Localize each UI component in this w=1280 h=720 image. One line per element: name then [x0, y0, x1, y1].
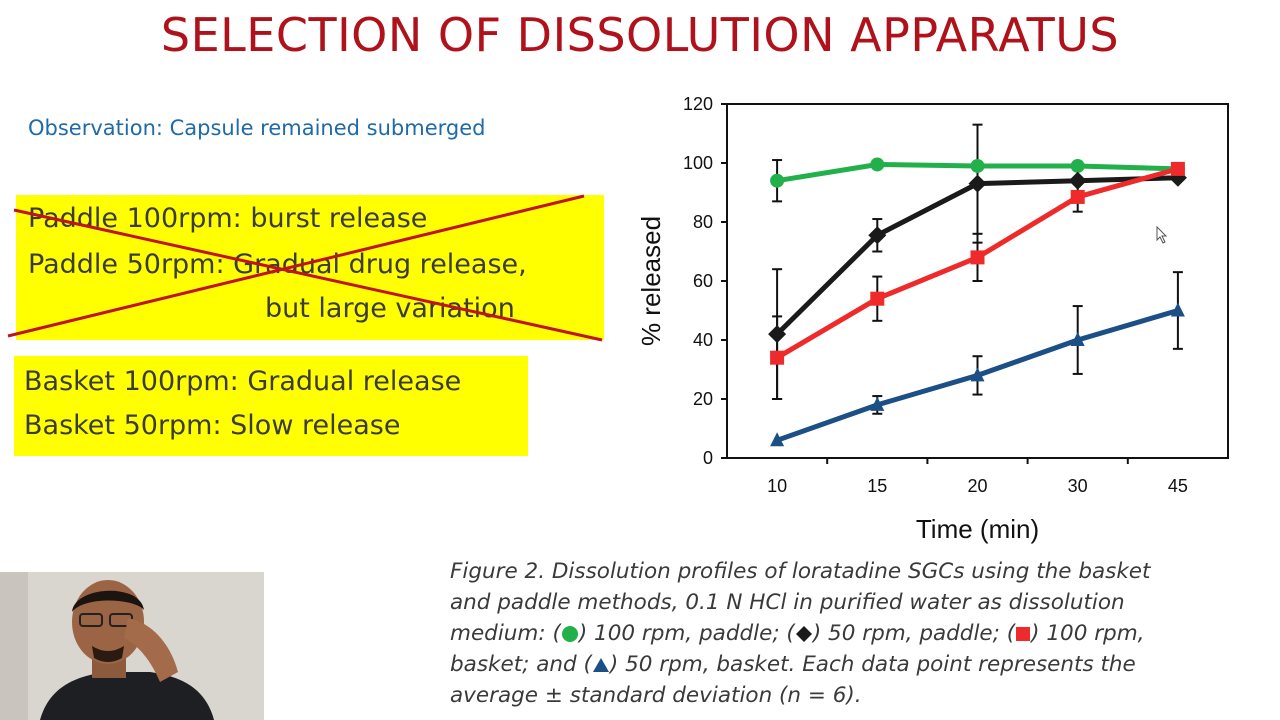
caption-line-2: and paddle methods, 0.1 N HCl in purifie… — [450, 590, 1125, 615]
data-point-square — [1070, 189, 1085, 204]
data-point-triangle — [770, 432, 785, 447]
caption-text: basket; and ( — [450, 652, 592, 677]
basket-100-text: Basket 100rpm: Gradual release — [24, 366, 462, 397]
y-tick-label: 20 — [693, 389, 713, 409]
caption-text: ) 100 rpm, paddle; ( — [578, 621, 795, 646]
basket-results-box: Basket 100rpm: Gradual release Basket 50… — [14, 356, 528, 456]
data-point-triangle — [1070, 332, 1085, 346]
basket-50-text: Basket 50rpm: Slow release — [24, 410, 401, 441]
y-axis-label: % released — [636, 216, 666, 346]
data-point-diamond — [968, 174, 987, 193]
caption-line-5: average ± standard deviation (n = 6). — [450, 683, 862, 708]
x-tick-label: 20 — [967, 476, 987, 496]
caption-line-4: basket; and ( ) 50 rpm, basket. Each data… — [450, 649, 1240, 680]
y-tick-label: 0 — [703, 448, 713, 468]
strike-line-down — [13, 208, 603, 342]
presenter-webcam — [0, 572, 264, 720]
y-tick-label: 40 — [693, 330, 713, 350]
data-point-square — [970, 250, 985, 265]
data-point-square — [770, 350, 785, 365]
data-point-square — [870, 291, 885, 306]
caption-line-3: medium: ( ) 100 rpm, paddle; ( ) 50 rpm, p… — [450, 618, 1240, 649]
data-point-triangle — [1170, 302, 1185, 317]
paddle-50-variation-text: but large variation — [265, 293, 515, 324]
observation-text: Observation: Capsule remained submerged — [28, 116, 486, 140]
data-point-square — [1170, 161, 1185, 176]
data-point-diamond — [1068, 171, 1087, 190]
green-circle-icon — [561, 626, 578, 642]
blue-triangle-icon — [592, 658, 609, 672]
y-tick-label: 100 — [683, 153, 713, 173]
caption-text: medium: ( — [450, 621, 561, 646]
data-point-circle — [870, 157, 885, 172]
x-tick-label: 10 — [767, 476, 787, 496]
y-tick-label: 120 — [683, 94, 713, 114]
caption-text: ) 50 rpm, paddle; ( — [812, 621, 1016, 646]
dissolution-chart: 0 20 40 60 80 100 120 10 15 20 30 45 Time (min) % rel… — [636, 94, 1229, 544]
strike-through-cross — [7, 194, 603, 342]
data-point-triangle — [870, 396, 885, 411]
red-square-icon — [1016, 627, 1031, 641]
caption-text: ) 50 rpm, basket. Each data point repres… — [609, 652, 1136, 677]
data-point-diamond — [768, 325, 787, 344]
caption-line-1: Figure 2. Dissolution profiles of lorata… — [450, 559, 1151, 584]
data-point-triangle — [970, 367, 985, 382]
data-point-circle — [970, 158, 985, 173]
x-tick-label: 45 — [1168, 476, 1188, 496]
slide-title: SELECTION OF DISSOLUTION APPARATUS — [160, 8, 1120, 62]
strike-line-up — [7, 194, 585, 338]
y-tick-label: 80 — [693, 212, 713, 232]
data-point-circle — [1070, 158, 1085, 173]
data-point-circle — [770, 173, 785, 188]
x-tick-label: 15 — [867, 476, 887, 496]
figure-caption: Figure 2. Dissolution profiles of lorata… — [450, 556, 1240, 711]
paddle-results-box: Paddle 100rpm: burst release Paddle 50rp… — [16, 195, 604, 340]
paddle-50-text: Paddle 50rpm: Gradual drug release, — [28, 249, 527, 280]
data-point-diamond — [868, 226, 887, 245]
x-axis-label: Time (min) — [916, 514, 1039, 544]
y-tick-label: 60 — [693, 271, 713, 291]
x-tick-label: 30 — [1068, 476, 1088, 496]
mouse-cursor-icon — [1156, 226, 1168, 244]
presenter-image — [0, 572, 264, 720]
caption-text: ) 100 rpm, — [1031, 621, 1145, 646]
black-diamond-icon — [795, 626, 812, 642]
